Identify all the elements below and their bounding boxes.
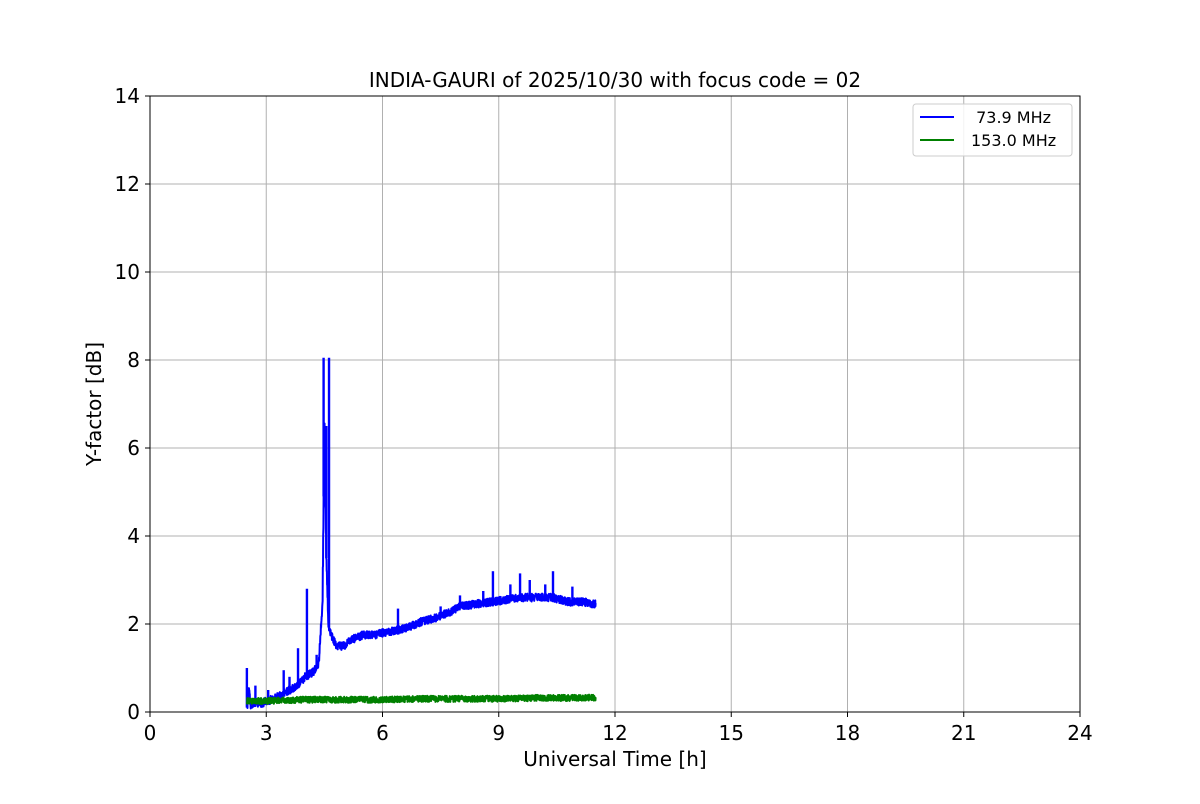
y-tick-label: 4: [127, 524, 140, 548]
series-layer: [245, 357, 597, 710]
y-axis-label: Y-factor [dB]: [82, 342, 106, 467]
legend: 73.9 MHz 153.0 MHz: [912, 103, 1073, 157]
series-153-0-mhz: [245, 693, 597, 705]
y-tick-label: 14: [115, 84, 140, 108]
legend-label-153-0-mhz: 153.0 MHz: [971, 131, 1056, 150]
x-tick-label: 24: [1067, 721, 1092, 745]
y-tick-label: 8: [127, 348, 140, 372]
x-tick-label: 12: [602, 721, 627, 745]
x-tick-label: 15: [719, 721, 744, 745]
series-line-73-9-mhz: [246, 422, 597, 710]
legend-label-73-9-mhz: 73.9 MHz: [971, 108, 1051, 127]
y-tick-label: 2: [127, 612, 140, 636]
y-tick-label: 10: [115, 260, 140, 284]
y-tick-label: 6: [127, 436, 140, 460]
y-tick-label: 0: [127, 700, 140, 724]
series-line-153-0-mhz: [245, 693, 597, 705]
x-tick-label: 18: [835, 721, 860, 745]
x-tick-label: 3: [260, 721, 273, 745]
x-tick-label: 21: [951, 721, 976, 745]
x-axis-label: Universal Time [h]: [523, 747, 706, 771]
x-tick-label: 0: [144, 721, 157, 745]
x-tick-label: 9: [492, 721, 505, 745]
chart-title: INDIA-GAURI of 2025/10/30 with focus cod…: [369, 68, 861, 92]
y-tick-label: 12: [115, 172, 140, 196]
x-tick-label: 6: [376, 721, 389, 745]
series-73-9-mhz: [245, 357, 597, 710]
